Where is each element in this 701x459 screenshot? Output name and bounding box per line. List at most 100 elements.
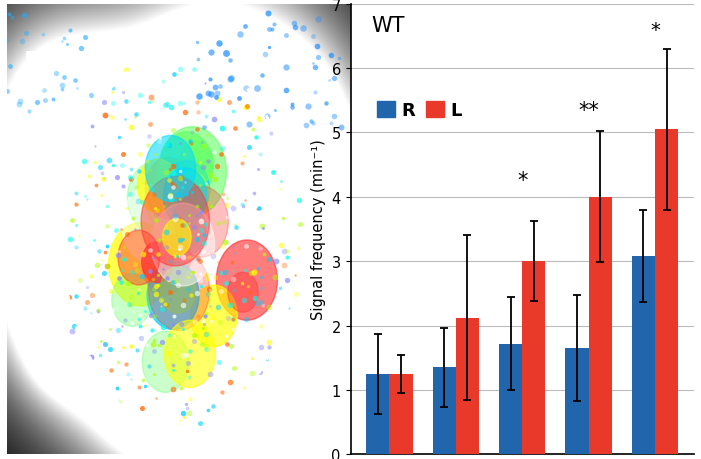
Point (164, 193, 175, 200)
Point (198, 143, 209, 150)
Point (167, 127, 178, 134)
Point (156, 297, 167, 304)
Point (329, 113, 340, 121)
Point (191, 203, 203, 211)
Point (237, 224, 248, 231)
Point (135, 323, 146, 330)
Point (227, 244, 238, 251)
Point (215, 287, 226, 295)
Point (94, 248, 105, 256)
Point (257, 72, 268, 79)
Point (86, 93, 97, 100)
Point (1, 37, 13, 44)
Point (150, 283, 161, 290)
Point (162, 275, 173, 282)
Point (193, 110, 204, 117)
Point (130, 112, 142, 119)
Point (151, 290, 162, 297)
Point (213, 96, 224, 104)
Point (225, 303, 236, 310)
Point (158, 324, 169, 331)
Point (168, 278, 179, 285)
Point (217, 243, 228, 250)
Point (205, 172, 217, 179)
Point (107, 162, 118, 169)
Circle shape (161, 267, 196, 313)
Point (189, 67, 200, 74)
Point (152, 251, 163, 258)
Point (74, 277, 86, 284)
Point (215, 319, 226, 326)
Point (86, 310, 97, 318)
Point (201, 179, 212, 186)
Point (194, 159, 205, 166)
Point (185, 348, 196, 355)
Point (212, 220, 223, 228)
Bar (499, 344, 522, 454)
Point (156, 302, 167, 309)
Point (149, 312, 160, 319)
Point (144, 121, 155, 129)
Point (280, 32, 292, 39)
Point (210, 251, 221, 258)
Point (171, 195, 182, 202)
Point (179, 388, 191, 396)
Point (176, 184, 187, 191)
Point (168, 162, 179, 170)
Point (69, 77, 81, 84)
Circle shape (151, 204, 215, 286)
Point (204, 303, 215, 310)
Point (182, 359, 193, 366)
Point (102, 202, 113, 210)
Point (178, 414, 189, 421)
Circle shape (142, 331, 189, 392)
Point (1, 88, 13, 95)
Point (259, 51, 271, 58)
Point (274, 285, 285, 292)
Point (196, 340, 207, 347)
Point (148, 370, 159, 378)
Point (199, 232, 210, 240)
Point (209, 149, 220, 156)
Point (191, 236, 202, 244)
Point (198, 325, 209, 332)
Point (184, 395, 196, 403)
Circle shape (147, 262, 199, 330)
Point (123, 301, 135, 308)
Point (149, 336, 160, 344)
Point (64, 27, 75, 34)
Point (241, 103, 252, 110)
Point (85, 273, 96, 280)
Point (253, 166, 264, 174)
Point (94, 164, 105, 171)
Point (229, 221, 240, 229)
Point (201, 275, 212, 283)
Point (139, 308, 150, 315)
Point (165, 104, 177, 111)
Point (132, 266, 143, 274)
Point (177, 222, 188, 229)
Point (280, 64, 292, 72)
Point (114, 248, 125, 256)
Point (136, 341, 147, 348)
Point (193, 93, 205, 101)
Point (96, 170, 107, 178)
Point (209, 84, 220, 92)
Point (88, 237, 99, 245)
Point (154, 237, 165, 244)
Point (252, 114, 264, 122)
Point (175, 231, 186, 239)
Point (149, 51, 161, 59)
Point (169, 253, 180, 260)
Point (203, 158, 214, 165)
Point (137, 251, 149, 258)
Point (165, 192, 176, 199)
Point (297, 25, 308, 33)
Point (255, 274, 266, 281)
Point (70, 222, 81, 229)
Point (175, 174, 186, 181)
Point (203, 407, 214, 414)
Point (132, 197, 144, 205)
Point (130, 114, 141, 122)
Point (135, 312, 146, 319)
